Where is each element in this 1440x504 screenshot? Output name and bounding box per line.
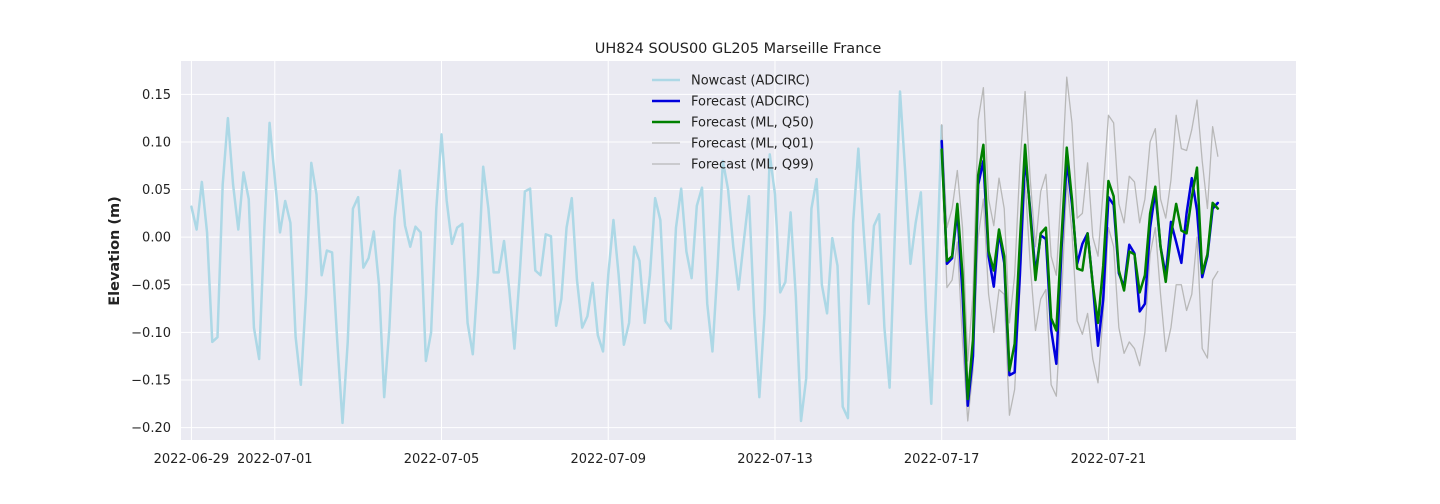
- y-tick-label: −0.05: [131, 278, 171, 293]
- x-tick-label: 2022-07-05: [404, 452, 480, 467]
- y-tick-label: −0.15: [131, 374, 171, 389]
- x-gridlines: [190, 61, 1109, 440]
- legend-label: Nowcast (ADCIRC): [691, 74, 810, 89]
- series-line-nowcast-adcirc: [190, 90, 943, 425]
- y-tick-label: 0.00: [142, 231, 171, 246]
- y-tick-label: 0.10: [142, 135, 171, 150]
- chart-title: UH824 SOUS00 GL205 Marseille France: [595, 41, 882, 57]
- y-axis-label: Elevation (m): [107, 196, 123, 306]
- x-tick-label: 2022-07-01: [237, 452, 313, 467]
- series-lines: [190, 76, 1220, 425]
- y-tick-label: 0.05: [142, 183, 171, 198]
- series-line-forecast-ml-q01: [941, 146, 1219, 422]
- y-tick-label: −0.20: [131, 421, 171, 436]
- series-line-forecast-ml-q50: [940, 143, 1220, 401]
- legend-label: Forecast (ML, Q50): [691, 116, 814, 131]
- y-tick-label: 0.15: [142, 88, 171, 103]
- x-tick-label: 2022-06-29: [154, 452, 230, 467]
- legend: Nowcast (ADCIRC) Forecast (ADCIRC) Forecas…: [652, 74, 814, 173]
- legend-label: Forecast (ADCIRC): [691, 95, 810, 110]
- legend-label: Forecast (ML, Q01): [691, 137, 814, 152]
- y-tick-label: −0.10: [131, 326, 171, 341]
- plot-background: [181, 61, 1296, 440]
- legend-label: Forecast (ML, Q99): [691, 158, 814, 173]
- x-tick-label: 2022-07-21: [1071, 452, 1147, 467]
- x-tick-label: 2022-07-17: [904, 452, 980, 467]
- x-tick-label: 2022-07-09: [570, 452, 646, 467]
- y-tick-labels: −0.20 −0.15 −0.10 −0.05 0.00 0.05 0.10 0.15: [131, 88, 171, 436]
- x-tick-labels: 2022-06-29 2022-07-01 2022-07-05 2022-07-09…: [154, 452, 1147, 467]
- series-line-forecast-ml-q99: [941, 76, 1219, 362]
- x-tick-label: 2022-07-13: [737, 452, 813, 467]
